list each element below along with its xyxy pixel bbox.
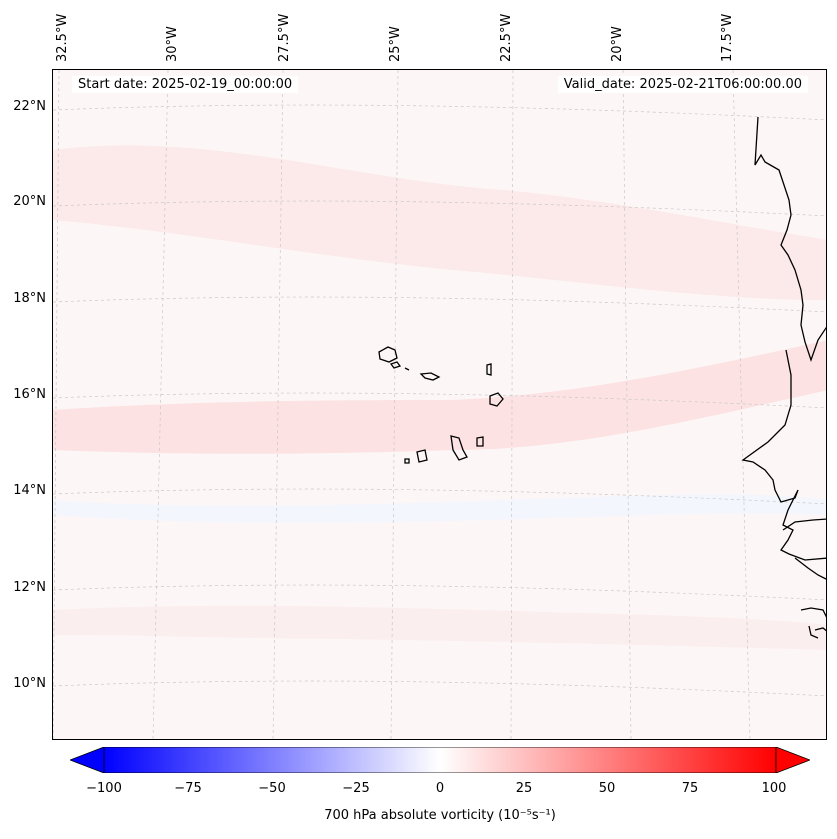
coastline <box>378 116 826 639</box>
lon-label-22.5W: 22.5°W <box>499 13 514 62</box>
cape-verde-sao-nicolau <box>419 372 441 381</box>
meridian-32.5W <box>53 70 60 739</box>
lat-label-10N: 10°N <box>13 676 46 691</box>
parallel-16N <box>53 392 826 409</box>
graticule <box>53 70 826 739</box>
lon-label-30W: 30°W <box>165 26 180 62</box>
lat-label-14N: 14°N <box>13 483 46 498</box>
parallel-18N <box>53 296 826 313</box>
colorbar-tick: 0 <box>435 781 445 796</box>
meridian-17.5W <box>732 70 751 739</box>
colorbar-extend-min <box>70 747 105 773</box>
lon-label-32.5W: 32.5°W <box>55 13 70 62</box>
colorbar-tick: 75 <box>681 781 699 796</box>
lat-label-16N: 16°N <box>13 387 46 402</box>
colorbar-tick: −100 <box>86 781 122 796</box>
lon-label-25W: 25°W <box>388 26 403 62</box>
parallel-14N <box>53 488 826 505</box>
cape-verde-sao-vicente <box>389 361 402 369</box>
positive-vorticity-band-north <box>53 145 826 300</box>
cape-verde-santo-antao <box>378 346 398 363</box>
colorbar-tick: −25 <box>342 781 370 796</box>
map-panel <box>52 69 827 740</box>
parallel-12N <box>53 584 826 601</box>
vorticity-map <box>53 70 826 739</box>
lon-label-27.5W: 27.5°W <box>277 13 292 62</box>
cape-verde-maio <box>476 436 484 447</box>
lat-label-18N: 18°N <box>13 291 46 306</box>
meridian-30W <box>152 70 169 739</box>
parallel-10N <box>53 680 826 697</box>
colorbar-extend-max <box>775 747 810 773</box>
meridian-20W <box>622 70 632 739</box>
valid-date-label: Valid_date: 2025-02-21T06:00:00.00 <box>557 76 808 93</box>
cape-verde-brava <box>404 458 410 464</box>
positive-vorticity-band-low <box>53 605 826 650</box>
colorbar-tick: 100 <box>761 781 787 796</box>
africa-coastline-south <box>741 349 826 639</box>
cape-verde-sal <box>486 363 492 376</box>
colorbar-tick: −50 <box>258 781 286 796</box>
lat-label-12N: 12°N <box>13 580 46 595</box>
cape-verde-santa-luzia <box>404 367 410 371</box>
cape-verde-santiago <box>450 435 468 461</box>
lat-label-22N: 22°N <box>13 99 46 114</box>
parallel-22N <box>53 104 826 121</box>
lon-label-20W: 20°W <box>610 26 625 62</box>
lon-label-17.5W: 17.5°W <box>720 13 735 62</box>
colorbar-label: 700 hPa absolute vorticity (10⁻⁵s⁻¹) <box>324 808 556 823</box>
parallel-20N <box>53 200 826 217</box>
colorbar-tick: −75 <box>174 781 202 796</box>
cape-verde-fogo <box>416 449 428 463</box>
cape-verde-boa-vista <box>489 392 504 407</box>
meridian-27.5W <box>272 70 284 739</box>
colorbar-body <box>103 747 777 773</box>
lat-label-20N: 20°N <box>13 194 46 209</box>
meridian-25W <box>390 70 399 739</box>
colorbar-tick: 25 <box>515 781 533 796</box>
negative-vorticity-strip <box>53 494 826 524</box>
colorbar-tick: 50 <box>598 781 616 796</box>
positive-vorticity-band-south <box>53 340 826 454</box>
colorbar <box>70 747 810 773</box>
vorticity-field <box>53 145 826 650</box>
start-date-label: Start date: 2025-02-19_00:00:00 <box>72 76 299 93</box>
meridian-22.5W <box>510 70 514 739</box>
africa-coastline <box>754 116 826 363</box>
